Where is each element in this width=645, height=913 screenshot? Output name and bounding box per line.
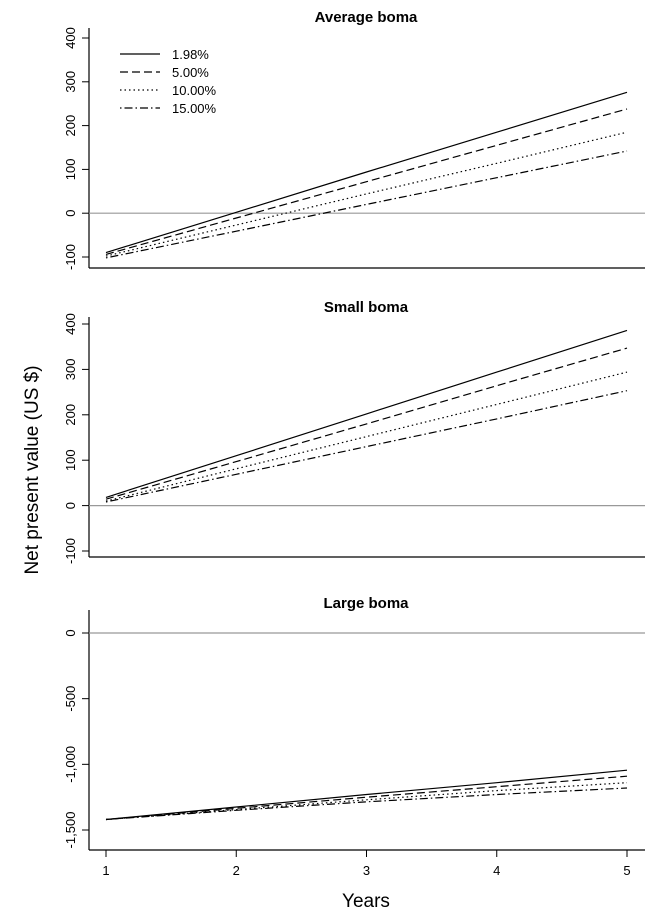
- series-line: [105, 775, 628, 821]
- series-line: [105, 329, 628, 498]
- y-axis-title: Net present value (US $): [22, 365, 43, 574]
- panel-title: Average boma: [315, 9, 418, 26]
- y-tick-label: -500: [63, 686, 78, 712]
- panel-title: Large boma: [323, 595, 409, 612]
- x-tick-label: 1: [102, 863, 109, 878]
- series-line: [105, 782, 628, 821]
- y-tick-label: 400: [63, 27, 78, 49]
- x-tick-label: 5: [623, 863, 630, 878]
- panel-3: Large boma -1,500 -1,000 -500 0: [63, 595, 645, 851]
- series-line: [105, 371, 628, 502]
- y-tick-label: 200: [63, 404, 78, 426]
- legend: 1.98% 5.00% 10.00% 15.00%: [120, 47, 217, 116]
- series-line: [105, 347, 628, 500]
- panel-title: Small boma: [324, 299, 409, 316]
- y-tick-label: -1,500: [63, 812, 78, 849]
- y-tick-label: -100: [63, 538, 78, 564]
- panel-2: Small boma -100 0 100 200 300 400: [63, 299, 645, 564]
- series-line: [105, 769, 628, 821]
- y-tick-label: -1,000: [63, 746, 78, 783]
- panels: Average boma -100 0 100 200 300 400 Small boma -…: [63, 9, 645, 851]
- y-tick-label: 100: [63, 159, 78, 181]
- legend-label: 1.98%: [172, 47, 209, 62]
- y-tick-label: 0: [63, 210, 78, 217]
- y-tick-label: 300: [63, 359, 78, 381]
- y-tick-label: -100: [63, 244, 78, 270]
- series-line: [105, 91, 628, 254]
- legend-label: 10.00%: [172, 83, 217, 98]
- y-tick-label: 300: [63, 71, 78, 93]
- series-line: [105, 131, 628, 257]
- x-tick-label: 2: [233, 863, 240, 878]
- legend-label: 15.00%: [172, 101, 217, 116]
- panel-1: Average boma -100 0 100 200 300 400: [63, 9, 645, 270]
- y-tick-label: 0: [63, 629, 78, 636]
- x-axis-title: Years: [342, 891, 390, 912]
- x-tick-label: 4: [493, 863, 500, 878]
- y-tick-label: 0: [63, 502, 78, 509]
- x-axis: 1 2 3 4 5: [102, 850, 631, 878]
- y-tick-label: 100: [63, 449, 78, 471]
- legend-label: 5.00%: [172, 65, 209, 80]
- series-line: [105, 390, 628, 503]
- series-line: [105, 108, 628, 255]
- y-tick-label: 400: [63, 313, 78, 335]
- series-line: [105, 150, 628, 259]
- series-line: [105, 787, 628, 821]
- y-tick-label: 200: [63, 115, 78, 137]
- x-tick-label: 3: [363, 863, 370, 878]
